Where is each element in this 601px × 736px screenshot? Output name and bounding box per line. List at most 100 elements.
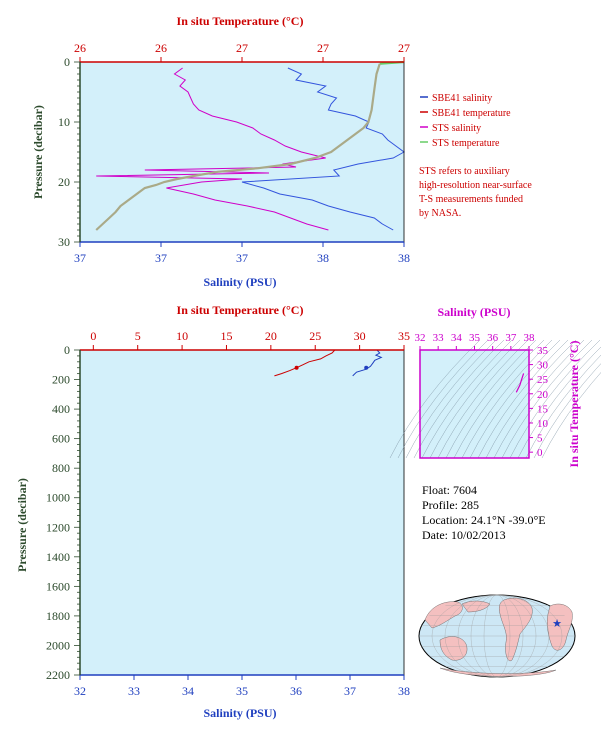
- bottom-series-salinity: [352, 349, 383, 377]
- bottom-pressure-tick-label: 1200: [46, 520, 70, 534]
- note-line-1: STS refers to auxiliary: [419, 166, 510, 177]
- bottom-temp-tick-label: 15: [220, 329, 232, 343]
- ts-sal-tick-label: 37: [505, 332, 517, 344]
- bottom-sal-tick-label: 32: [74, 684, 86, 698]
- legend-label-sbe41-temperature: SBE41 temperature: [432, 108, 511, 119]
- ts-temp-tick-label: 35: [537, 345, 549, 357]
- top-temp-tick-label: 27: [398, 41, 410, 55]
- location: Location: 24.1°N -39.0°E: [422, 513, 546, 527]
- ts-temp-axis-title: In situ Temperature (°C): [567, 341, 581, 468]
- ts-temp-tick-label: 30: [537, 360, 549, 372]
- bottom-pressure-tick-label: 400: [52, 402, 70, 416]
- bottom-pressure-tick-label: 1400: [46, 550, 70, 564]
- bottom-marker-temperature: [294, 365, 299, 370]
- top-temp-tick-label: 26: [155, 41, 167, 55]
- series-sbe41-salinity: [241, 67, 405, 231]
- ts-isopycnals: [389, 339, 601, 459]
- sts-note: STS refers to auxiliary high-resolution …: [419, 166, 532, 219]
- bottom-panel-ticks: 0 5 10 15 20 25 30 35 32 33 34 35 36 37 38 0 200 400 600 80…: [46, 329, 410, 698]
- ts-isopycnal: [389, 339, 481, 459]
- ts-plot-frame: [419, 349, 530, 459]
- top-sal-tick-label: 38: [398, 251, 410, 265]
- bottom-temp-tick-label: 5: [135, 329, 141, 343]
- ts-inset: 32 33 34 35 36 37 38 0 5 10 15 20 25 30 35 Salinity (P…: [389, 305, 601, 468]
- bottom-sal-tick-label: 34: [182, 684, 194, 698]
- top-temp-tick-label: 27: [236, 41, 248, 55]
- top-plot-area: [80, 62, 404, 242]
- bottom-pressure-tick-label: 800: [52, 461, 70, 475]
- ts-temp-tick-label: 25: [537, 374, 549, 386]
- bottom-pressure-tick-label: 2200: [46, 668, 70, 682]
- note-line-3: T-S measurements funded: [419, 194, 523, 205]
- ts-isopycnal: [525, 354, 601, 459]
- bottom-temp-tick-label: 20: [265, 329, 277, 343]
- bottom-temp-tick-label: 10: [176, 329, 188, 343]
- top-sal-tick-label: 37: [155, 251, 167, 265]
- ts-isopycnal: [541, 372, 601, 459]
- bottom-pressure-tick-label: 0: [64, 343, 70, 357]
- note-line-4: by NASA.: [419, 208, 461, 219]
- bottom-temp-tick-label: 0: [90, 329, 96, 343]
- ts-isopycnal: [421, 339, 513, 459]
- bottom-pressure-tick-label: 600: [52, 432, 70, 446]
- bottom-pressure-tick-label: 200: [52, 373, 70, 387]
- ts-ticks: 32 33 34 35 36 37 38 0 5 10 15 20 25 30 35: [415, 332, 549, 459]
- map-graticule: [419, 594, 575, 678]
- ts-isopycnal: [461, 339, 553, 459]
- top-panel: 26 26 27 27 27 37 37 37 38 38 0 10 20 30 In situ Temp…: [31, 14, 410, 289]
- ts-isopycnal: [397, 339, 489, 459]
- ts-plot-area: [420, 350, 529, 458]
- ts-isopycnal: [453, 339, 545, 459]
- legend-label-sts-salinity: STS salinity: [432, 123, 481, 134]
- top-panel-series: [95, 60, 405, 231]
- ts-title: Salinity (PSU): [437, 305, 510, 319]
- ts-sal-tick-label: 32: [415, 332, 426, 344]
- bottom-pressure-tick-label: 1800: [46, 609, 70, 623]
- ts-isopycnal: [445, 339, 537, 459]
- note-line-2: high-resolution near-surface: [419, 180, 532, 191]
- bottom-pressure-tick-label: 2000: [46, 638, 70, 652]
- ts-sal-tick-label: 38: [524, 332, 536, 344]
- land-asia-west: [424, 601, 463, 629]
- top-sal-tick-label: 38: [317, 251, 329, 265]
- bottom-pressure-tick-label: 1600: [46, 579, 70, 593]
- ts-isopycnal: [429, 339, 521, 459]
- ts-isopycnal: [413, 339, 505, 459]
- land-antarctica: [439, 667, 557, 677]
- bottom-temp-axis-title: In situ Temperature (°C): [177, 303, 304, 317]
- bottom-panel: 0 5 10 15 20 25 30 35 32 33 34 35 36 37 38 0 200 400 600 80…: [15, 303, 410, 720]
- ts-isopycnal: [437, 339, 529, 459]
- land-americas: [499, 597, 533, 662]
- bottom-sal-tick-label: 35: [236, 684, 248, 698]
- top-sal-axis-title: Salinity (PSU): [203, 275, 276, 289]
- land-asia-east: [461, 600, 491, 613]
- top-pressure-tick-label: 30: [58, 235, 70, 249]
- ts-curve: [515, 373, 525, 393]
- ts-isopycnal: [509, 339, 601, 459]
- date: Date: 10/02/2013: [422, 528, 506, 542]
- top-pressure-tick-label: 20: [58, 175, 70, 189]
- ts-isopycnal: [405, 339, 497, 459]
- top-temp-tick-label: 26: [74, 41, 86, 55]
- top-temp-axis-title: In situ Temperature (°C): [177, 14, 304, 28]
- series-sbe41-temperature: [95, 63, 381, 231]
- bottom-plot-area: [80, 350, 404, 675]
- ts-sal-tick-label: 35: [469, 332, 481, 344]
- bottom-pressure-axis-title: Pressure (decibar): [15, 478, 29, 572]
- bottom-temp-tick-label: 35: [398, 329, 410, 343]
- ts-temp-tick-label: 5: [537, 433, 543, 445]
- ts-series: [515, 373, 525, 393]
- bottom-temp-tick-label: 30: [354, 329, 366, 343]
- map-meridian: [431, 594, 563, 678]
- bottom-series-temperature: [274, 349, 336, 377]
- ts-isopycnal: [469, 339, 561, 459]
- ts-isopycnal: [493, 339, 585, 459]
- bottom-sal-tick-label: 38: [398, 684, 410, 698]
- ts-temp-tick-label: 10: [537, 418, 549, 430]
- bottom-marker-salinity: [364, 365, 369, 370]
- top-sal-tick-label: 37: [236, 251, 248, 265]
- ts-isopycnal: [501, 339, 593, 459]
- top-panel-ticks: 26 26 27 27 27 37 37 37 38 38 0 10 20 30: [58, 41, 410, 265]
- ts-isopycnal: [533, 363, 601, 459]
